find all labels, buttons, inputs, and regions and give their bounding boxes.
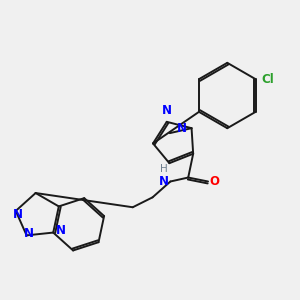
Text: N: N	[158, 175, 168, 188]
Text: N: N	[162, 104, 172, 117]
Text: N: N	[13, 208, 23, 221]
Text: O: O	[209, 175, 219, 188]
Text: Cl: Cl	[262, 73, 274, 86]
Text: H: H	[160, 164, 167, 174]
Text: N: N	[24, 227, 34, 240]
Text: N: N	[56, 224, 66, 237]
Text: N: N	[177, 122, 187, 135]
